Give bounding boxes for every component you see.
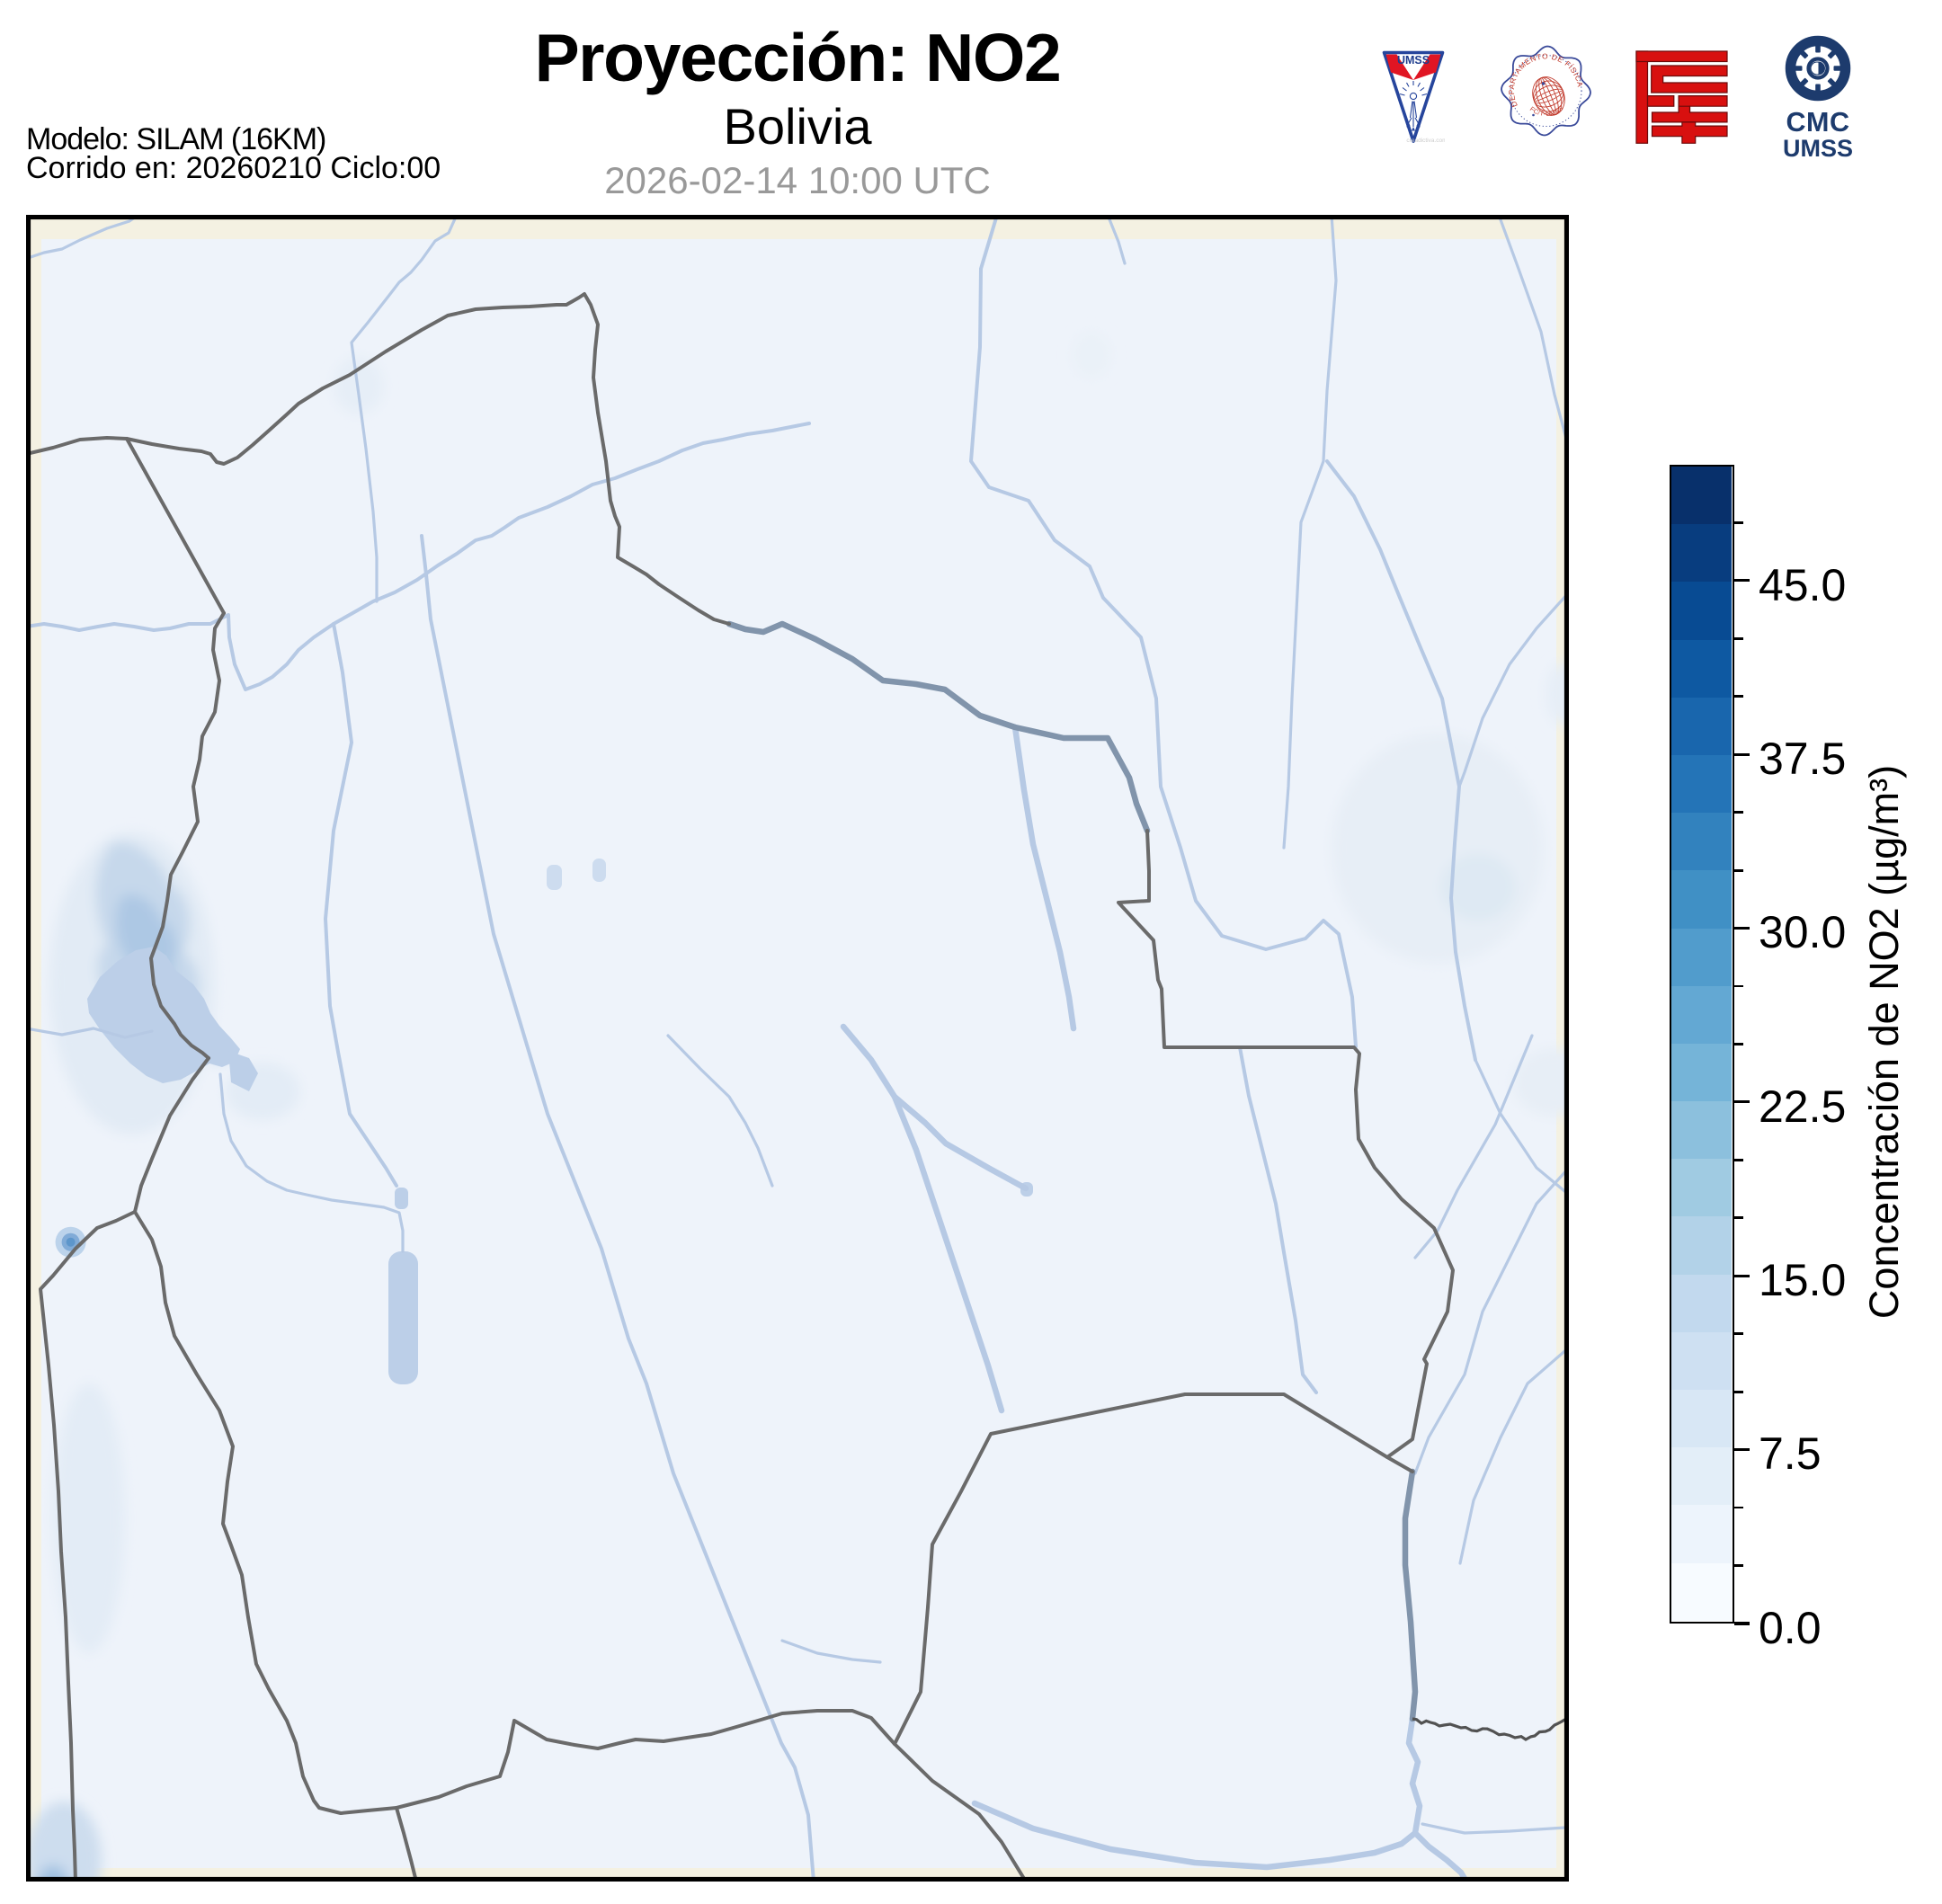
svg-text:CMC: CMC — [1786, 107, 1850, 138]
svg-text:creadictiva.com: creadictiva.com — [1406, 138, 1445, 144]
svg-text:UMSS: UMSS — [1783, 135, 1853, 162]
svg-text:UMSS: UMSS — [1397, 54, 1430, 67]
